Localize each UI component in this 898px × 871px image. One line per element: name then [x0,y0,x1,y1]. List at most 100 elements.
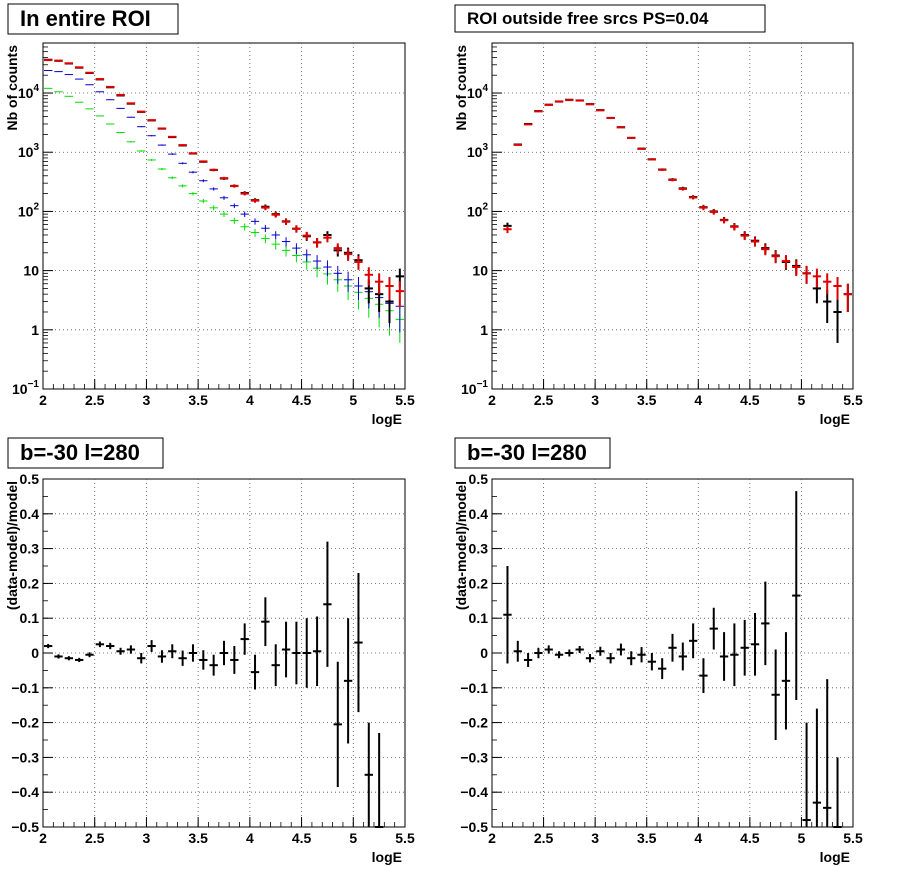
data-point [395,281,404,308]
data-point [302,249,311,262]
y-tick-label: 0 [31,645,39,661]
data-point [116,93,125,96]
data-point [792,260,801,277]
y-tick-label: 104 [18,83,40,101]
y-axis-title: (data-model)/model [4,481,20,610]
data-point [523,653,533,667]
data-point [709,209,718,215]
x-tick-label: 2 [488,830,496,846]
x-tick-label: 4.5 [740,830,760,846]
plot-frame [491,42,854,390]
data-point [699,658,708,694]
data-point [168,644,177,659]
data-point [658,658,667,680]
x-tick-label: 3 [143,392,151,408]
data-point [95,115,105,117]
data-point [137,126,146,128]
data-point [354,276,363,300]
data-point [812,268,822,288]
data-point [199,650,208,670]
data-point [606,653,615,664]
data-point [596,109,605,112]
data-point [658,168,667,171]
data-point [761,244,770,256]
data-point [385,276,394,300]
data-point [188,171,198,174]
data-point [750,237,760,247]
x-tick-label: 2 [488,392,496,408]
data-point [271,644,280,687]
data-point [730,223,739,231]
data-point [230,184,239,188]
data-point [292,243,301,254]
data-point [209,205,218,211]
data-point [792,491,801,700]
data-point [85,652,94,658]
data-point [271,231,280,240]
data-point [374,733,384,828]
data-point [534,110,543,113]
data-point [585,654,595,663]
data-point [240,623,249,655]
data-point [178,184,187,188]
y-tick-label: 10−1 [461,379,488,397]
x-tick-label: 2.5 [534,830,554,846]
y-tick-label: 10−1 [12,379,39,397]
data-point [554,100,564,103]
y-tick-label: 0.4 [469,506,489,522]
y-tick-label: 0.2 [469,575,489,591]
y-tick-label: 103 [18,142,40,160]
data-point [668,633,677,662]
x-tick-label: 3.5 [188,830,208,846]
data-point [116,647,125,655]
data-point [281,621,291,678]
data-point [178,144,187,147]
data-point [606,117,615,120]
data-point [596,646,605,656]
data-point [240,191,249,196]
data-point [802,722,811,827]
y-tick-label: −0.1 [460,680,488,696]
x-tick-label: 2.5 [85,830,105,846]
data-point [261,205,270,211]
data-point [323,260,332,277]
chart-panel-4: 2 2.5 3 3.5 4 4.5 5 5.5 −0.5 −0.4 −0.3 −0.2 −0.1 0 0.1… [453,437,863,865]
data-point [126,645,136,654]
data-point [343,618,353,744]
data-point [333,243,342,254]
data-point [199,160,208,163]
y-axis-title: (data-model)/model [453,481,469,610]
data-point [823,290,832,324]
y-tick-label: 10 [472,263,488,279]
data-point [219,640,229,666]
y-tick-label: −0.4 [460,784,488,800]
data-point [374,273,384,295]
data-point [678,187,687,191]
x-tick-label: 4.5 [740,392,760,408]
data-point [678,642,687,671]
data-point [364,267,373,286]
data-point [575,99,584,102]
x-axis-title: logE [372,411,402,427]
data-point [513,640,522,662]
data-point [637,147,646,150]
x-tick-label: 5 [349,392,357,408]
data-point [802,265,811,284]
data-point [730,623,739,687]
x-tick-label: 3 [591,392,599,408]
data-point [354,572,363,713]
y-tick-label: 0.1 [20,610,40,626]
data-point [627,651,636,666]
y-tick-label: −0.2 [460,715,488,731]
data-point [219,211,229,217]
data-point [44,643,53,649]
data-point [823,679,832,827]
x-tick-label: 2.5 [85,392,105,408]
chart-title-box [7,3,179,35]
data-point [503,566,512,664]
y-tick-label: 0.3 [20,541,40,557]
y-axis-title: Nb of counts [453,45,469,131]
data-point [64,656,74,661]
data-point [781,632,791,730]
chart-title: In entire ROI [20,6,151,31]
